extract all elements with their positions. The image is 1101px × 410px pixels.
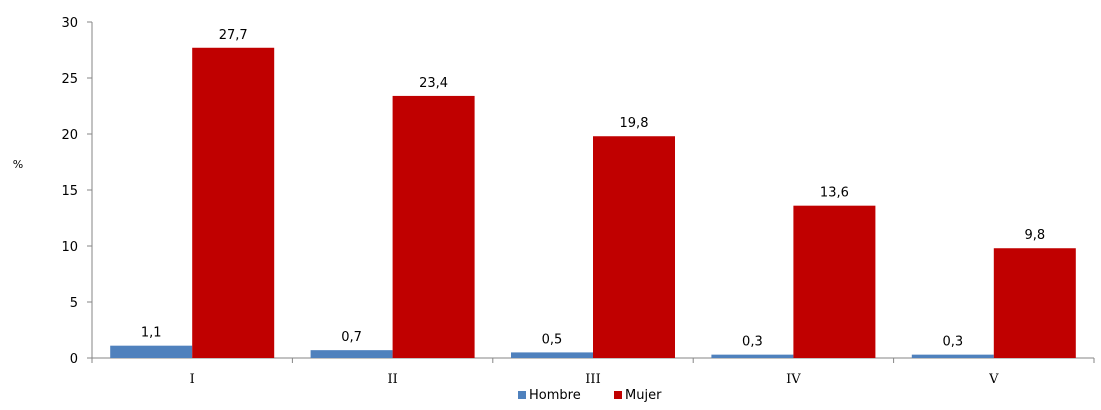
bar-mujer — [793, 205, 876, 358]
data-label-mujer: 27,7 — [219, 28, 248, 43]
x-tick-label: IV — [786, 372, 801, 387]
y-tick-label: 5 — [70, 296, 78, 311]
data-label-hombre: 1,1 — [141, 326, 162, 341]
bar-hombre — [110, 345, 193, 358]
y-tick-label: 25 — [61, 72, 78, 87]
y-tick-label: 10 — [61, 240, 78, 255]
y-tick-label: 0 — [70, 352, 78, 367]
data-label-hombre: 0,3 — [742, 335, 763, 350]
legend-swatch-hombre — [518, 391, 526, 399]
x-tick-label: I — [190, 372, 195, 387]
bar-hombre — [911, 354, 994, 358]
x-tick-label: II — [387, 372, 397, 387]
bar-hombre — [511, 352, 593, 358]
data-label-hombre: 0,7 — [341, 330, 362, 345]
data-labels: 1,1 0,7 0,5 0,3 0,3 27,7 23,4 19,8 13,6 9,8 — [141, 28, 1045, 350]
data-label-mujer: 9,8 — [1024, 228, 1045, 243]
bar-mujer — [192, 47, 275, 358]
legend-label-hombre: Hombre — [529, 388, 581, 403]
bar-mujer — [392, 95, 475, 359]
y-axis-label: % — [13, 158, 23, 171]
y-tick-label: 30 — [61, 16, 78, 31]
bar-hombre — [310, 350, 393, 358]
data-label-hombre: 0,3 — [942, 335, 963, 350]
bars — [110, 47, 1076, 359]
bar-mujer — [593, 136, 675, 358]
legend-swatch-mujer — [614, 391, 622, 399]
bar-hombre — [711, 354, 794, 358]
data-label-hombre: 0,5 — [542, 332, 563, 347]
x-tick-label: III — [585, 372, 600, 387]
data-label-mujer: 19,8 — [620, 116, 649, 131]
x-tick-label: V — [988, 372, 999, 387]
legend: Hombre Mujer — [518, 388, 662, 403]
y-tick-label: 20 — [61, 128, 78, 143]
data-label-mujer: 13,6 — [820, 186, 849, 201]
data-label-mujer: 23,4 — [419, 76, 448, 91]
bar-mujer — [993, 248, 1076, 358]
y-tick-label: 15 — [61, 184, 78, 199]
legend-label-mujer: Mujer — [625, 388, 662, 403]
